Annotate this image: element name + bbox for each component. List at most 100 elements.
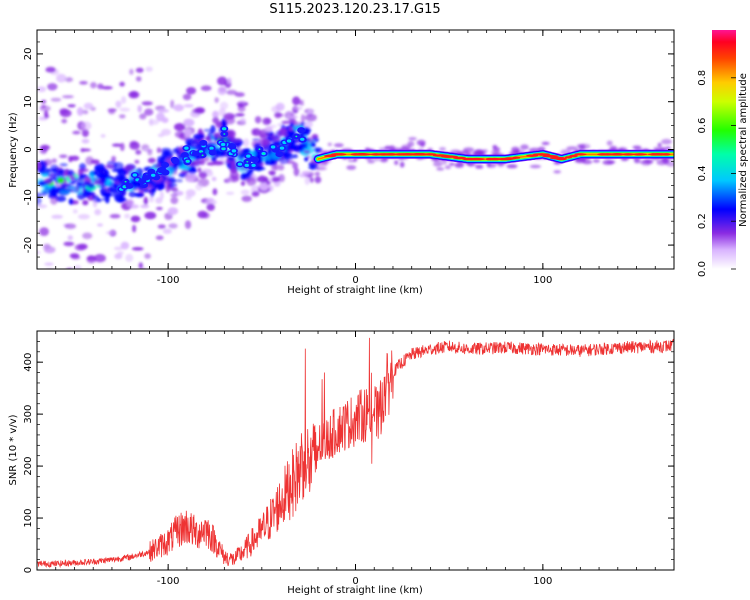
- spectrogram-cell: [240, 189, 250, 196]
- spectrogram-peak-cell: [183, 158, 192, 165]
- spectrogram-cell: [108, 109, 116, 115]
- spectrogram-cell: [241, 172, 248, 177]
- spectrogram-cell: [73, 264, 82, 269]
- spectrogram-peak-cell: [275, 151, 284, 158]
- spectrogram-cell: [407, 141, 415, 147]
- spectrogram-cell: [156, 112, 165, 122]
- spectrogram-cell: [92, 198, 98, 208]
- x-tick-label: 100: [533, 275, 552, 286]
- spectrogram-cell: [346, 165, 357, 171]
- spectrogram-cell: [59, 154, 68, 159]
- spectrogram-cell: [124, 213, 131, 219]
- spectrogram-cell: [303, 150, 310, 154]
- spectrogram-cell: [292, 148, 305, 152]
- spectrogram-cell: [281, 120, 292, 124]
- spectrogram-cell: [90, 82, 97, 89]
- spectrogram-cell: [119, 114, 126, 119]
- spectrogram-cell: [55, 195, 67, 202]
- spectrogram-peak-cell: [297, 127, 306, 134]
- spectrogram-cell: [206, 203, 215, 211]
- colorbar-tick-label: 0.2: [697, 213, 708, 229]
- spectrogram-cell: [197, 167, 202, 173]
- spectrogram-cell: [234, 92, 245, 97]
- spectrogram-cell: [433, 161, 443, 167]
- spectrogram-cell: [75, 186, 80, 192]
- spectrogram-cell: [240, 181, 246, 186]
- spectrogram-cell: [492, 147, 501, 152]
- spectrogram-ylabel: Frequency (Hz): [8, 112, 19, 188]
- spectrogram-cell: [138, 262, 143, 269]
- snr-xlabel: Height of straight line (km): [287, 585, 423, 596]
- spectrogram-cell: [189, 168, 196, 173]
- spectrogram-cell: [278, 156, 290, 164]
- spectrogram-cell: [444, 165, 451, 170]
- spectrogram-cell: [310, 142, 316, 148]
- spectrogram-cell: [57, 177, 65, 184]
- spectrogram-cell: [203, 128, 214, 132]
- spectrogram-cell: [144, 253, 151, 259]
- spectrogram-cell: [201, 168, 212, 173]
- spectrogram-cell: [506, 164, 518, 169]
- spectrogram-cell: [72, 130, 81, 135]
- spectrogram-xlabel: Height of straight line (km): [287, 285, 423, 296]
- spectrogram-cell: [81, 138, 90, 144]
- colorbar-axis: 0.0 0.2 0.4 0.6 0.8: [697, 70, 736, 277]
- spectrogram-cell: [171, 150, 181, 155]
- spectrogram-cell: [333, 143, 344, 148]
- spectrogram-cell: [183, 118, 195, 127]
- spectrogram-cell: [254, 116, 262, 124]
- snr-axes: -100 0 100 0 100 200 300 400: [23, 330, 675, 587]
- spectrogram-cell: [130, 215, 141, 223]
- spectrogram-cell: [436, 167, 445, 171]
- spectrogram-cell: [111, 270, 116, 276]
- spectrogram-cell: [157, 224, 166, 229]
- spectrogram-cell: [85, 156, 94, 166]
- spectrogram-cell: [38, 181, 46, 187]
- spectrogram-cell: [180, 165, 191, 170]
- spectrogram-cell: [101, 179, 107, 183]
- spectrogram-cell: [198, 171, 208, 179]
- spectrogram-peak-cell: [269, 144, 278, 150]
- spectrogram-cell: [102, 286, 107, 290]
- spectrogram-peak: [512, 156, 521, 159]
- spectrogram-cell: [240, 117, 246, 124]
- spectrogram-cell: [211, 176, 217, 182]
- y-tick-label: 20: [23, 48, 34, 61]
- spectrogram-peak: [569, 154, 578, 158]
- spectrogram-cell: [168, 223, 178, 229]
- spectrogram-cell: [266, 180, 271, 185]
- spectrogram-cell: [67, 169, 75, 177]
- spectrogram-cell: [271, 177, 281, 183]
- spectrogram-cell: [229, 168, 238, 174]
- spectrogram-cell: [475, 165, 484, 169]
- spectrogram-cell: [129, 141, 140, 150]
- spectrogram-cell: [45, 66, 56, 73]
- spectrogram-cell: [252, 138, 261, 142]
- spectrogram-cell: [439, 147, 446, 151]
- spectrogram-peak: [432, 154, 448, 157]
- spectrogram-cell: [461, 150, 469, 155]
- spectrogram-cell: [72, 209, 78, 214]
- spectrogram-cell: [308, 161, 319, 167]
- spectrogram-cell: [80, 148, 85, 153]
- spectrogram-cell: [135, 76, 142, 82]
- spectrogram-peak: [597, 153, 608, 156]
- spectrogram-cell: [77, 281, 87, 285]
- spectrogram-cell: [101, 86, 113, 90]
- spectrogram-cell: [497, 163, 504, 167]
- spectrogram-peak: [488, 157, 502, 161]
- spectrogram-cell: [68, 155, 73, 163]
- spectrogram-cell: [36, 291, 40, 296]
- spectrogram-cell: [106, 179, 113, 186]
- spectrogram-peak: [331, 153, 341, 156]
- spectrogram-peak: [497, 157, 513, 161]
- spectrogram-cell: [200, 85, 212, 91]
- spectrogram-cell: [231, 138, 243, 143]
- y-tick-label: 0: [23, 146, 34, 152]
- spectrogram-cell: [78, 214, 90, 220]
- spectrogram-cell: [121, 282, 133, 286]
- spectrogram-peak-cell: [235, 161, 244, 168]
- y-tick-label: 400: [23, 353, 34, 372]
- spectrogram-peak-cell: [157, 167, 165, 174]
